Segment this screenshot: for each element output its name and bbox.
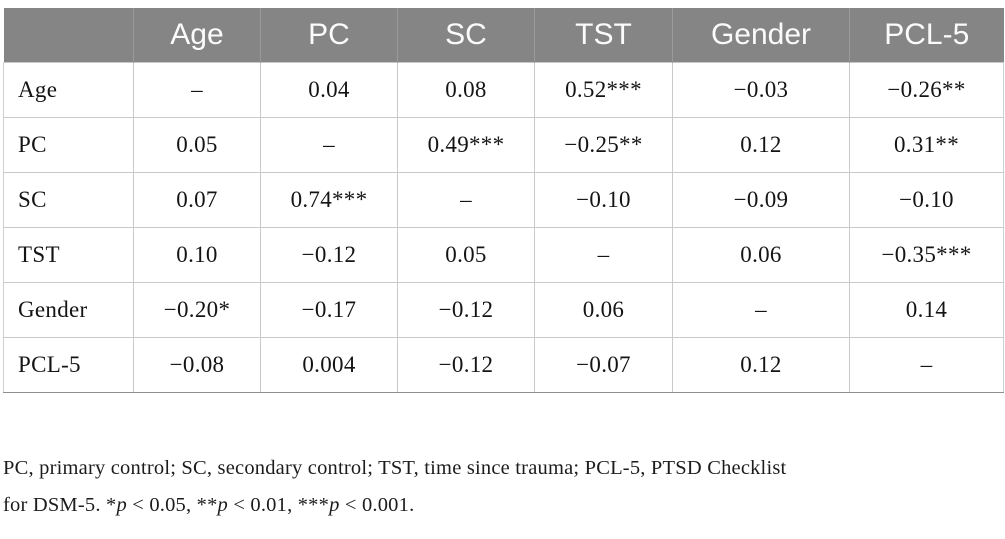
cell: 0.31** [849, 117, 1004, 173]
cell: – [397, 172, 535, 228]
cell: 0.49*** [397, 117, 535, 173]
correlation-table: Age PC SC TST Gender PCL-5 Age – 0.04 0.… [3, 8, 1004, 393]
cell: 0.06 [672, 227, 850, 283]
cell: 0.10 [133, 227, 261, 283]
cell: 0.12 [672, 117, 850, 173]
table-row: TST 0.10 −0.12 0.05 – 0.06 −0.35*** [3, 227, 1004, 283]
cell: 0.06 [534, 282, 673, 338]
column-header-blank [3, 8, 134, 63]
cell: −0.12 [397, 282, 535, 338]
cell: −0.20* [133, 282, 261, 338]
column-header-tst: TST [534, 8, 673, 63]
cell: – [133, 62, 261, 118]
row-label: Age [3, 62, 134, 118]
cell: – [260, 117, 398, 173]
cell: 0.74*** [260, 172, 398, 228]
cell: 0.07 [133, 172, 261, 228]
table-row: PCL-5 −0.08 0.004 −0.12 −0.07 0.12 – [3, 337, 1004, 393]
column-header-gender: Gender [672, 8, 850, 63]
table-row: PC 0.05 – 0.49*** −0.25** 0.12 0.31** [3, 117, 1004, 173]
row-label: Gender [3, 282, 134, 338]
column-header-sc: SC [397, 8, 535, 63]
cell: −0.03 [672, 62, 850, 118]
cell: −0.35*** [849, 227, 1004, 283]
cell: −0.07 [534, 337, 673, 393]
cell: 0.05 [133, 117, 261, 173]
row-label: PCL-5 [3, 337, 134, 393]
cell: −0.09 [672, 172, 850, 228]
cell: −0.17 [260, 282, 398, 338]
cell: 0.52*** [534, 62, 673, 118]
cell: 0.004 [260, 337, 398, 393]
cell: 0.12 [672, 337, 850, 393]
cell: −0.12 [260, 227, 398, 283]
cell: −0.12 [397, 337, 535, 393]
table-row: Age – 0.04 0.08 0.52*** −0.03 −0.26** [3, 62, 1004, 118]
header-row: Age PC SC TST Gender PCL-5 [3, 8, 1004, 63]
column-header-pc: PC [260, 8, 398, 63]
cell: – [672, 282, 850, 338]
cell: – [534, 227, 673, 283]
cell: – [849, 337, 1004, 393]
cell: −0.10 [534, 172, 673, 228]
cell: −0.10 [849, 172, 1004, 228]
column-header-pcl5: PCL-5 [849, 8, 1004, 63]
row-label: PC [3, 117, 134, 173]
row-label: SC [3, 172, 134, 228]
cell: 0.14 [849, 282, 1004, 338]
cell: 0.08 [397, 62, 535, 118]
cell: −0.26** [849, 62, 1004, 118]
cell: 0.05 [397, 227, 535, 283]
table-row: SC 0.07 0.74*** – −0.10 −0.09 −0.10 [3, 172, 1004, 228]
cell: 0.04 [260, 62, 398, 118]
cell: −0.08 [133, 337, 261, 393]
table-row: Gender −0.20* −0.17 −0.12 0.06 – 0.14 [3, 282, 1004, 338]
cell: −0.25** [534, 117, 673, 173]
row-label: TST [3, 227, 134, 283]
table-footnote: PC, primary control; SC, secondary contr… [3, 457, 787, 516]
column-header-age: Age [133, 8, 261, 63]
